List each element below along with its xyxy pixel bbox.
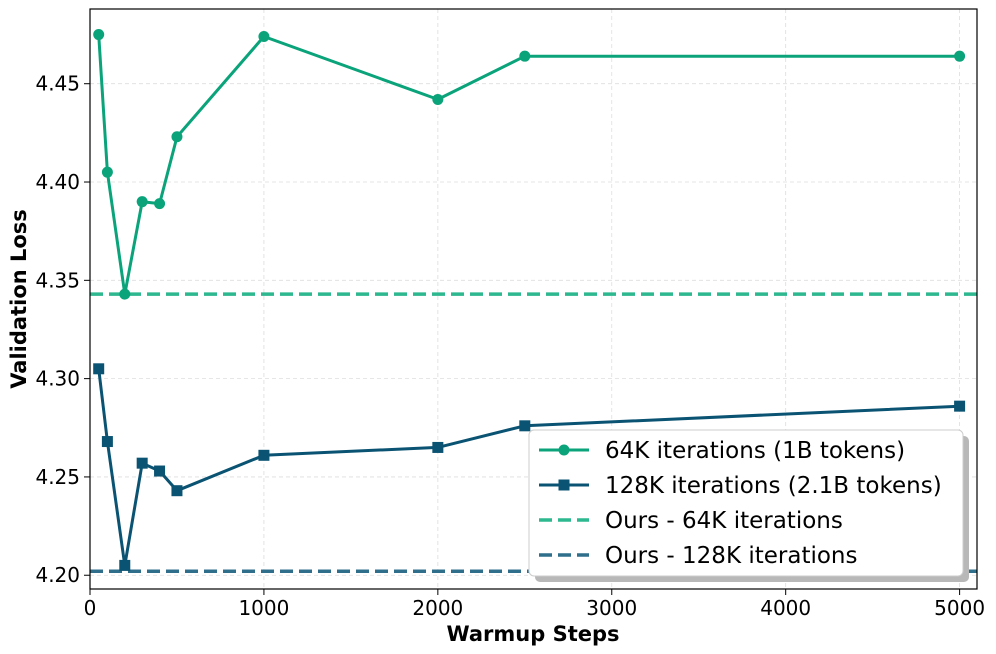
legend-item: 128K iterations (2.1B tokens) (539, 473, 942, 499)
data-point (171, 485, 183, 497)
legend-marker-icon (558, 444, 570, 456)
y-tick-label: 4.25 (35, 465, 80, 489)
data-point (101, 436, 113, 448)
legend-label: 128K iterations (2.1B tokens) (605, 473, 942, 499)
data-point (519, 420, 531, 432)
legend-box (528, 429, 964, 577)
data-point (136, 457, 148, 469)
y-tick-label: 4.45 (35, 72, 80, 96)
x-tick-label: 0 (84, 596, 97, 620)
x-axis: 0 1000 2000 3000 4000 5000 (84, 589, 985, 620)
legend-label: Ours - 64K iterations (605, 508, 843, 534)
data-point (101, 166, 113, 178)
data-point (954, 400, 966, 412)
data-point (258, 449, 270, 461)
x-tick-label: 2000 (412, 596, 463, 620)
legend-label: Ours - 128K iterations (605, 543, 857, 569)
x-axis-title: Warmup Steps (446, 622, 619, 646)
x-tick-label: 3000 (586, 596, 637, 620)
y-tick-label: 4.40 (35, 170, 80, 194)
y-tick-label: 4.20 (35, 563, 80, 587)
plot-frame (89, 8, 978, 590)
data-point (93, 363, 105, 375)
data-point (432, 441, 444, 453)
x-tick-label: 5000 (934, 596, 985, 620)
data-point (171, 131, 183, 143)
data-series (93, 29, 966, 571)
legend-item: Ours - 64K iterations (539, 508, 843, 534)
legend-item: 64K iterations (1B tokens) (539, 438, 905, 464)
legend-marker-icon (558, 479, 570, 491)
data-point (432, 93, 444, 105)
y-axis: 4.20 4.25 4.30 4.35 4.40 4.45 (35, 72, 90, 587)
series-line (97, 368, 960, 567)
y-tick-label: 4.35 (35, 268, 80, 292)
data-point (954, 50, 966, 62)
data-point (519, 50, 531, 62)
data-point (136, 196, 148, 208)
y-axis-title: Validation Loss (7, 209, 31, 389)
data-point (119, 559, 131, 571)
y-tick-label: 4.30 (35, 367, 80, 391)
data-point (154, 465, 166, 477)
x-tick-label: 4000 (760, 596, 811, 620)
legend: 64K iterations (1B tokens) 128K iteration… (528, 429, 969, 582)
x-tick-label: 1000 (238, 596, 289, 620)
data-point (154, 198, 166, 210)
data-point (258, 31, 270, 43)
data-point (119, 288, 131, 300)
data-point (93, 29, 105, 41)
legend-item: Ours - 128K iterations (539, 543, 857, 569)
series-line (97, 34, 960, 296)
legend-label: 64K iterations (1B tokens) (605, 438, 905, 464)
